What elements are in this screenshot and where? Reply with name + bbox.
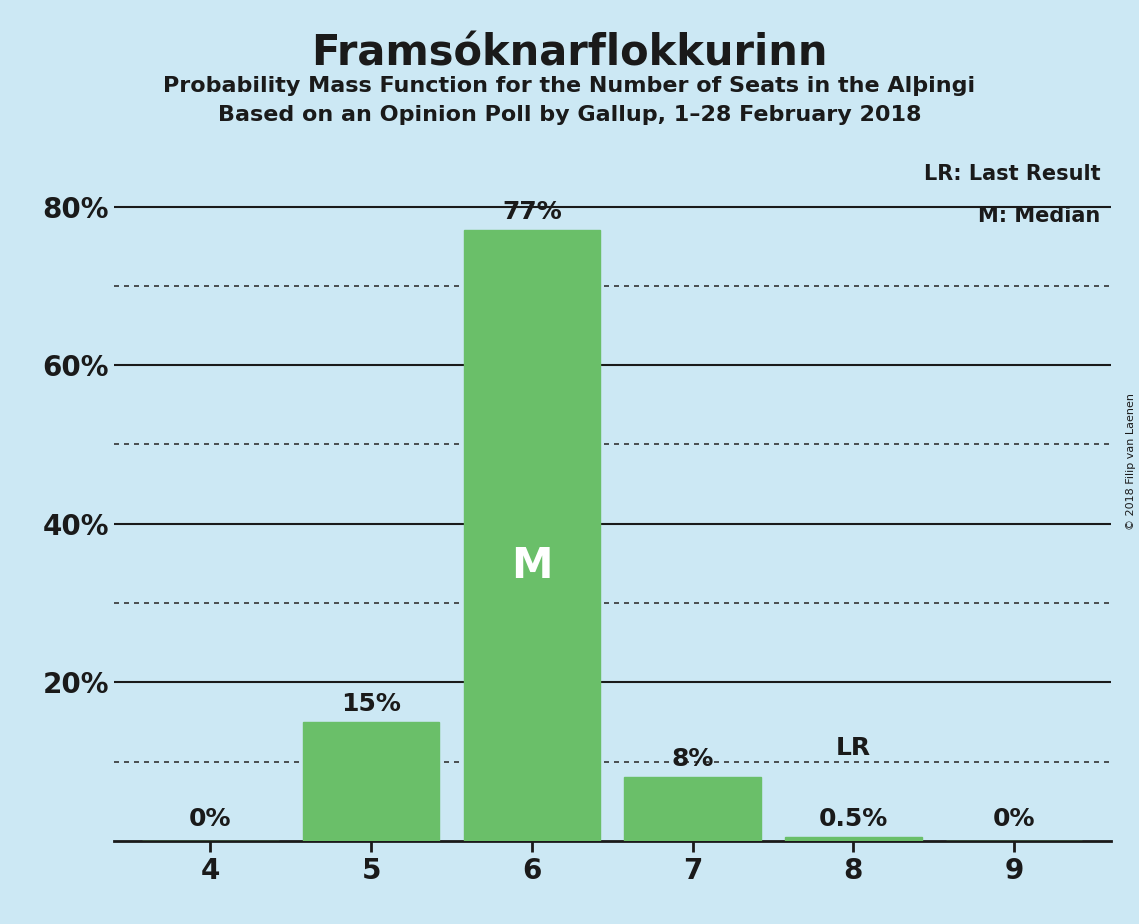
Text: Based on an Opinion Poll by Gallup, 1–28 February 2018: Based on an Opinion Poll by Gallup, 1–28… [218, 105, 921, 126]
Text: 0%: 0% [189, 808, 231, 832]
Bar [624, 777, 761, 841]
Text: M: M [511, 545, 552, 587]
Text: Framsóknarflokkurinn: Framsóknarflokkurinn [311, 32, 828, 74]
Text: LR: LR [836, 736, 871, 760]
Text: 0%: 0% [993, 808, 1035, 832]
Text: 0.5%: 0.5% [819, 807, 888, 831]
Text: M: Median: M: Median [978, 206, 1100, 226]
Text: 77%: 77% [502, 201, 562, 225]
Bar [464, 230, 600, 841]
Text: 15%: 15% [342, 691, 401, 715]
Text: 8%: 8% [671, 748, 714, 771]
Bar [303, 722, 440, 841]
Text: Probability Mass Function for the Number of Seats in the Alþingi: Probability Mass Function for the Number… [163, 76, 976, 96]
Text: LR: Last Result: LR: Last Result [924, 164, 1100, 184]
Text: © 2018 Filip van Laenen: © 2018 Filip van Laenen [1126, 394, 1136, 530]
Bar [785, 837, 921, 841]
